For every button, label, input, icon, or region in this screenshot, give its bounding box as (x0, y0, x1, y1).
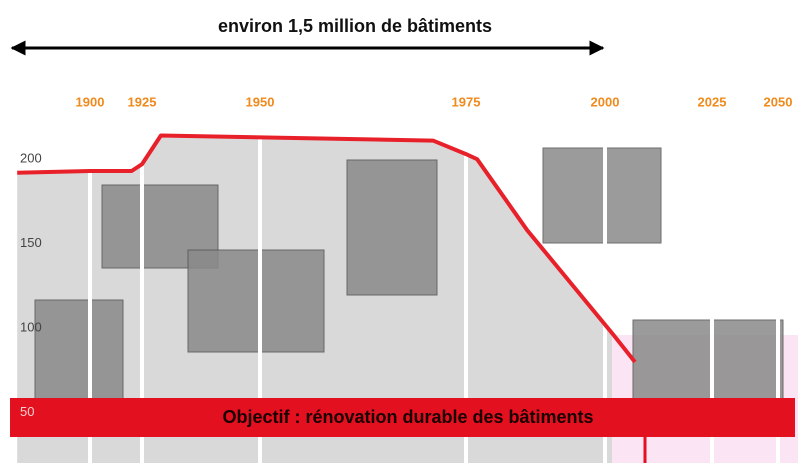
x-tick-label: 2000 (591, 94, 620, 109)
x-tick-label: 1975 (452, 94, 481, 109)
building-photo (633, 320, 783, 400)
building-photo (35, 300, 123, 400)
y-tick-label: 150 (20, 235, 42, 250)
building-photo (543, 148, 661, 243)
x-tick-label: 1950 (246, 94, 275, 109)
chart: environ 1,5 million de bâtiments 1900 192… (0, 0, 798, 463)
x-tick-label: 2025 (698, 94, 727, 109)
x-tick-label: 2050 (764, 94, 793, 109)
x-tick-label: 1900 (76, 94, 105, 109)
chart-title: environ 1,5 million de bâtiments (218, 16, 492, 36)
building-photo (347, 160, 437, 295)
goal-text: Objectif : rénovation durable des bâtime… (222, 407, 593, 427)
x-tick-label: 1925 (128, 94, 157, 109)
y-tick-label: 50 (20, 404, 34, 419)
y-tick-label: 200 (20, 151, 42, 166)
building-photo (188, 250, 324, 352)
y-tick-label: 100 (20, 320, 42, 335)
